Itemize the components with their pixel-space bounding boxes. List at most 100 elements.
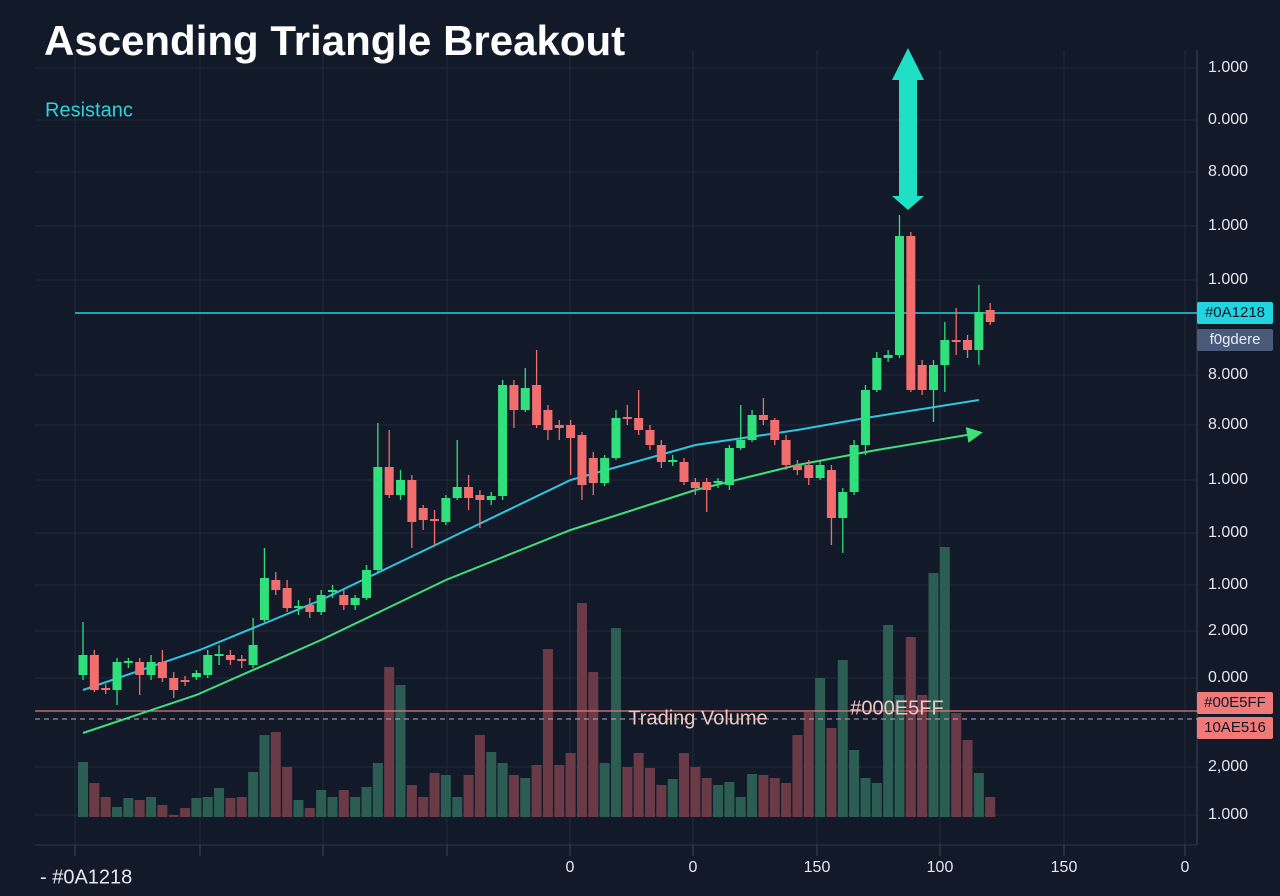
price-tag-label: 10AE516 [1204, 719, 1266, 736]
volume-bar [236, 797, 247, 817]
volume-bar [667, 779, 678, 817]
volume-bar [735, 797, 746, 817]
volume-bar [849, 750, 860, 817]
candle-body [350, 598, 360, 605]
candle-body [736, 440, 746, 448]
volume-bar [123, 798, 134, 817]
y-tick-label: 8.000 [1208, 163, 1248, 180]
y-tick-label: 2.000 [1208, 622, 1248, 639]
candle-body [339, 595, 349, 605]
candle-body [894, 236, 904, 355]
candle-body [656, 445, 666, 462]
y-tick-label: 1.000 [1208, 806, 1248, 823]
candles [78, 215, 995, 705]
candle-body [225, 655, 235, 660]
y-tick-label: 0.000 [1208, 669, 1248, 686]
candle-body [475, 495, 485, 500]
candle-body [724, 448, 734, 485]
candle-body [838, 492, 848, 518]
volume-code: #000E5FF [850, 697, 943, 719]
volume-bar [815, 678, 826, 817]
x-tick-label: 150 [1051, 859, 1078, 876]
volume-bar [565, 753, 576, 817]
candle-body [826, 470, 836, 518]
axes: 1.000 0.000 8.000 1.000 1.000 8.000 8.000 1.000… [74, 59, 1273, 876]
volume-bar [191, 798, 202, 817]
volume-bar [338, 790, 349, 817]
candle-body [396, 480, 406, 495]
candle-body [860, 390, 870, 445]
volume-bar [939, 547, 950, 817]
volume-bar [372, 763, 383, 817]
candle-body [611, 418, 621, 458]
candle-body [418, 508, 428, 520]
price-tag [1197, 329, 1273, 351]
volume-bar [429, 773, 440, 817]
candle-body [146, 662, 156, 675]
y-tick-label: 8.000 [1208, 366, 1248, 383]
volume-bar [588, 672, 599, 817]
candle-body [441, 498, 451, 522]
candle-body [305, 605, 315, 612]
volume-bar [542, 649, 553, 817]
volume-bar [293, 800, 304, 817]
y-tick-label: 0.000 [1208, 111, 1248, 128]
volume-bar [803, 712, 814, 817]
footer-label: - #0A1218 [40, 866, 132, 888]
volume-bar [463, 775, 474, 817]
candle-body [191, 673, 201, 677]
volume-bar [645, 768, 655, 817]
volume-bar [656, 785, 667, 817]
candle-body [634, 418, 644, 430]
candle-body [668, 460, 678, 462]
volume-bar [180, 808, 191, 817]
candle-body [758, 415, 768, 420]
price-tag-label: #00E5FF [1204, 694, 1266, 711]
candle-body [917, 365, 927, 390]
volume-bar [985, 797, 996, 817]
y-tick-label: 1.000 [1208, 576, 1248, 593]
candle-body [464, 487, 474, 498]
candle-body [248, 645, 258, 665]
volume-bar [520, 778, 531, 817]
volume-bar [973, 773, 984, 817]
candle-body [169, 678, 179, 690]
volume-bar [418, 797, 429, 817]
candle-body [645, 430, 655, 445]
candle-body [180, 680, 190, 682]
volume-bar [395, 685, 406, 817]
candle-body [373, 467, 383, 570]
x-tick-label: 100 [927, 859, 954, 876]
candle-body [293, 606, 303, 608]
volume-bar [384, 667, 395, 817]
y-tick-label: 1.000 [1208, 524, 1248, 541]
volume-bar [259, 735, 270, 817]
volume-bar [157, 805, 168, 817]
candle-body [883, 355, 893, 358]
volume-bar [100, 797, 111, 817]
breakout-arrow [892, 48, 924, 210]
volume-bar [282, 767, 293, 817]
candle-body [781, 440, 791, 465]
volume-bar [826, 728, 837, 817]
y-tick-label: 2,000 [1208, 758, 1248, 775]
candle-body [157, 662, 167, 678]
candle-body [452, 487, 462, 498]
volume-bar [202, 797, 213, 817]
candle-body [566, 425, 576, 438]
volume-bar [883, 625, 894, 817]
volume-bar [610, 628, 621, 817]
volume-bar [928, 573, 939, 817]
volume-bar [905, 637, 916, 817]
candle-body [203, 655, 213, 675]
volume-bar [316, 790, 327, 817]
candle-body [520, 388, 530, 410]
y-tick-label: 1.000 [1208, 271, 1248, 288]
candle-body [974, 312, 984, 350]
candle-body [112, 662, 122, 690]
volume-bar [225, 798, 236, 817]
price-tag [1197, 692, 1273, 714]
volume-bar [781, 783, 792, 817]
candle-body [316, 595, 326, 612]
